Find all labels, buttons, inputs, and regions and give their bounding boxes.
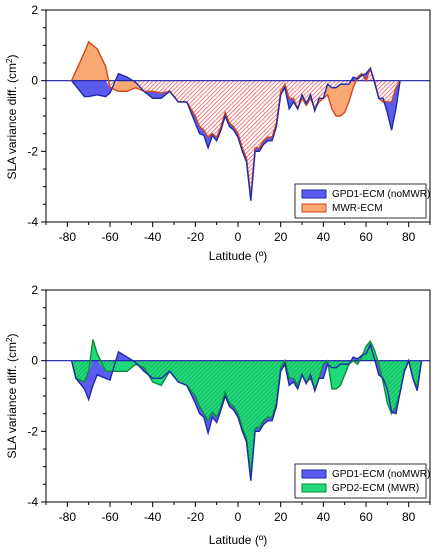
bottom-x-tick-label: -80 [59,510,77,524]
bottom-legend-swatch-green [301,483,327,493]
top-x-tick-label: -40 [144,230,162,244]
bottom-x-tick-label: 80 [402,510,416,524]
top-y-axis-title: SLA variance diff. (cm2) [5,55,19,180]
top-x-axis-title: Latitude (º) [209,249,267,263]
top-legend-label-2: MWR-ECM [332,203,383,214]
bottom-y-tick-label: -4 [27,495,38,509]
bottom-y-tick-label: -2 [27,424,38,438]
top-y-tick-label: 2 [31,3,38,17]
top-legend-swatch-blue [301,189,327,199]
top-series-2-line [70,40,401,198]
top-x-tick-label: 20 [274,230,288,244]
top-legend: GPD1-ECM (noMWR) MWR-ECM [294,183,430,219]
top-y-tick-label: -2 [27,144,38,158]
top-series-1-line [71,66,401,201]
top-y-axis-title-sup: 2 [5,58,14,63]
top-y-tick-label: -4 [27,215,38,229]
top-x-tick-label: 0 [235,230,242,244]
bottom-x-tick-label: -60 [101,510,119,524]
bottom-legend: GPD1-ECM (noMWR) GPD2-ECM (MWR) [294,463,430,499]
bottom-x-tick-label: 0 [235,510,242,524]
bottom-y-axis-title: SLA variance diff. (cm2) [5,334,19,459]
bottom-x-tick-label: -20 [187,510,205,524]
bottom-x-tick-label: -40 [144,510,162,524]
bottom-x-axis-title: Latitude (º) [209,533,267,547]
bottom-y-axis-title-main: SLA variance diff. (cm [5,342,19,459]
top-legend-label-1: GPD1-ECM (noMWR) [332,189,430,200]
top-x-tick-label: 80 [402,230,416,244]
bottom-y-tick-label: 0 [31,354,38,368]
bottom-legend-swatch-blue [301,469,327,479]
top-y-tick-label: 0 [31,74,38,88]
top-x-tick-label: 60 [359,230,373,244]
bottom-x-tick-label: 40 [317,510,331,524]
bottom-legend-label-2: GPD2-ECM (MWR) [332,483,419,494]
top-x-tick-label: 40 [317,230,331,244]
bottom-y-tick-label: 2 [31,283,38,297]
top-legend-swatch-orange [301,203,327,213]
top-y-axis-title-close: ) [5,55,19,59]
bottom-y-axis-title-sup: 2 [5,337,14,342]
top-y-axis-title-main: SLA variance diff. (cm [5,63,19,180]
bottom-series-2-line [70,339,423,478]
bottom-y-axis-title-close: ) [5,334,19,338]
bottom-series-1-line [70,342,423,481]
bottom-x-tick-label: 60 [359,510,373,524]
top-x-tick-label: -20 [187,230,205,244]
top-x-tick-label: -60 [101,230,119,244]
bottom-legend-label-1: GPD1-ECM (noMWR) [332,469,430,480]
top-x-tick-label: -80 [59,230,77,244]
bottom-x-tick-label: 20 [274,510,288,524]
